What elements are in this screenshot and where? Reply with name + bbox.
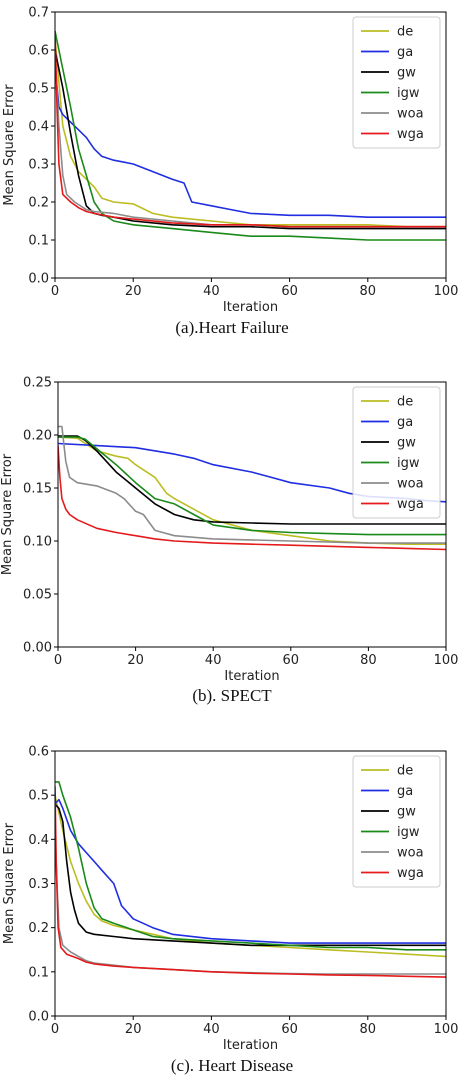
chart-panel-spect: 0 20 40 60 80 100 0.00 0.05 0.10 0.15 0.20 0.25 Iter…	[0, 370, 464, 715]
plot-frame	[57, 381, 447, 648]
x-axis-label: Iteration	[224, 669, 279, 684]
y-tick-label: 0.25	[23, 376, 52, 391]
legend-label-woa: woa	[397, 107, 424, 122]
x-tick-label: 60	[281, 284, 298, 299]
y-tick-label: 0.0	[28, 272, 49, 287]
x-tick-label: 100	[434, 284, 459, 299]
y-tick-label: 0.2	[28, 921, 49, 936]
chart-caption: (a).Heart Failure	[175, 318, 289, 337]
legend: de ga gw igw woa wga	[352, 16, 441, 149]
legend-label-woa: woa	[397, 846, 424, 861]
y-tick-label: 0.5	[28, 82, 49, 97]
legend-label-ga: ga	[397, 45, 413, 60]
x-tick-label: 40	[203, 284, 220, 299]
legend-label-gw: gw	[397, 805, 416, 820]
series-line-woa	[58, 425, 446, 544]
y-tick-label: 0.20	[23, 429, 52, 444]
legend-label-igw: igw	[397, 456, 420, 471]
x-tick-label: 40	[205, 653, 222, 668]
x-axis-label: Iteration	[223, 300, 278, 315]
x-tick-label: 0	[51, 284, 59, 299]
series-line-wga	[55, 30, 446, 228]
y-tick-label: 0.6	[28, 745, 49, 760]
line-chart-spect: 0 20 40 60 80 100 0.00 0.05 0.10 0.15 0.20 0.25 Iter…	[0, 376, 459, 685]
plot-frame	[54, 11, 447, 279]
y-tick-label: 0.2	[28, 196, 49, 211]
y-tick-label: 0.7	[28, 6, 49, 21]
x-tick-label: 20	[127, 653, 144, 668]
line-chart-heart-disease: 0 20 40 60 80 100 0.0 0.1 0.2 0.3 0.4 0.5 0.6 Iterati…	[2, 745, 459, 1054]
y-axis-label: Mean Square Error	[0, 453, 15, 575]
legend-label-gw: gw	[397, 436, 416, 451]
y-tick-label: 0.0	[28, 1010, 49, 1025]
y-tick-label: 0.1	[28, 234, 49, 249]
y-tick-label: 0.4	[28, 120, 49, 135]
series-line-gw	[55, 49, 446, 230]
series-line-de	[55, 795, 446, 958]
legend-label-ga: ga	[397, 415, 413, 430]
x-tick-label: 60	[281, 1022, 298, 1037]
y-tick-label: 0.3	[28, 158, 49, 173]
x-tick-label: 40	[203, 1022, 220, 1037]
y-tick-label: 0.15	[23, 482, 52, 497]
series-lines	[55, 781, 446, 978]
legend-label-igw: igw	[397, 825, 420, 840]
x-axis-label: Iteration	[223, 1038, 278, 1053]
y-tick-label: 0.4	[28, 833, 49, 848]
legend-label-de: de	[397, 764, 413, 779]
legend-label-woa: woa	[397, 477, 424, 492]
x-tick-label: 0	[51, 1022, 59, 1037]
legend-label-ga: ga	[397, 784, 413, 799]
chart-panel-heart-failure: 0 20 40 60 80 100 0.0 0.1 0.2 0.3 0.4 0.5 0.6 0.7 Iter…	[0, 0, 464, 345]
series-line-ga	[55, 798, 446, 944]
x-tick-label: 80	[360, 653, 377, 668]
x-tick-label: 100	[434, 1022, 459, 1037]
series-line-igw	[58, 436, 446, 536]
legend-label-wga: wga	[397, 497, 424, 512]
y-tick-label: 0.6	[28, 44, 49, 59]
y-tick-label: 0.05	[23, 588, 52, 603]
chart-caption: (b). SPECT	[192, 686, 272, 705]
line-chart-heart-failure: 0 20 40 60 80 100 0.0 0.1 0.2 0.3 0.4 0.5 0.6 0.7 Iter…	[2, 6, 459, 316]
chart-panel-heart-disease: 0 20 40 60 80 100 0.0 0.1 0.2 0.3 0.4 0.5 0.6 Iterati…	[0, 740, 464, 1080]
y-tick-label: 0.1	[28, 965, 49, 980]
x-tick-label: 100	[434, 653, 459, 668]
series-line-wga	[55, 786, 446, 978]
y-tick-label: 0.00	[23, 641, 52, 656]
series-line-igw	[55, 781, 446, 951]
series-line-gw	[55, 803, 446, 947]
legend-label-gw: gw	[397, 66, 416, 81]
legend: de ga gw igw woa wga	[352, 755, 441, 888]
legend-label-wga: wga	[397, 866, 424, 881]
x-tick-label: 60	[283, 653, 300, 668]
legend-label-de: de	[397, 25, 413, 40]
series-lines	[55, 30, 446, 241]
series-line-gw	[58, 435, 446, 525]
y-tick-label: 0.5	[28, 789, 49, 804]
legend-box	[352, 755, 441, 888]
x-tick-label: 0	[54, 653, 62, 668]
legend-label-de: de	[397, 395, 413, 410]
x-tick-label: 80	[360, 1022, 377, 1037]
y-tick-label: 0.10	[23, 535, 52, 550]
chart-caption: (c). Heart Disease	[170, 1056, 294, 1075]
y-axis-label: Mean Square Error	[2, 84, 17, 206]
legend: de ga gw igw woa wga	[352, 386, 441, 519]
legend-label-igw: igw	[397, 86, 420, 101]
legend-box	[352, 386, 441, 519]
y-axis-label: Mean Square Error	[2, 822, 17, 944]
series-line-wga	[58, 445, 446, 551]
x-tick-label: 20	[125, 284, 142, 299]
x-tick-label: 80	[360, 284, 377, 299]
legend-box	[352, 16, 441, 149]
x-tick-label: 20	[125, 1022, 142, 1037]
y-tick-label: 0.3	[28, 877, 49, 892]
legend-label-wga: wga	[397, 127, 424, 142]
series-line-igw	[55, 30, 446, 241]
